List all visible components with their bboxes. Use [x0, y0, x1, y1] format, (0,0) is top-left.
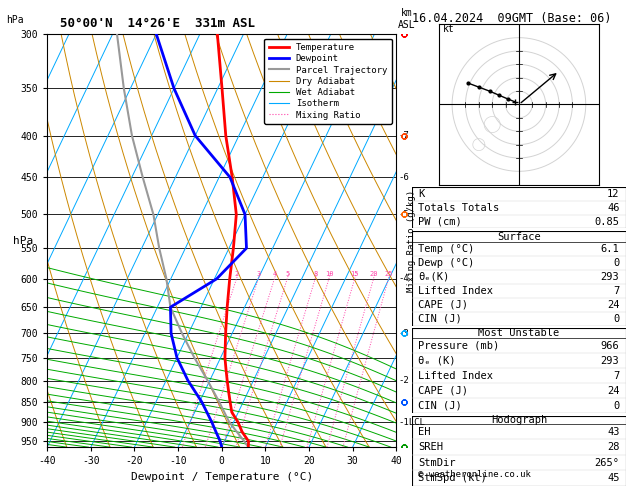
Text: -2: -2: [398, 376, 409, 385]
Text: 20: 20: [369, 271, 378, 277]
X-axis label: Dewpoint / Temperature (°C): Dewpoint / Temperature (°C): [131, 472, 313, 482]
Text: PW (cm): PW (cm): [418, 217, 462, 226]
Text: SREH: SREH: [418, 442, 443, 452]
Text: hPa: hPa: [6, 15, 24, 25]
Text: 24: 24: [607, 300, 620, 310]
Text: Totals Totals: Totals Totals: [418, 203, 499, 213]
Text: 0.85: 0.85: [594, 217, 620, 226]
Text: 966: 966: [601, 341, 620, 351]
Text: -1LCL: -1LCL: [398, 417, 425, 427]
Text: 0: 0: [613, 400, 620, 411]
Text: 28: 28: [607, 442, 620, 452]
Text: CAPE (J): CAPE (J): [418, 300, 469, 310]
Text: -7: -7: [398, 131, 409, 140]
Text: 16.04.2024  09GMT (Base: 06): 16.04.2024 09GMT (Base: 06): [412, 12, 611, 25]
Text: 293: 293: [601, 272, 620, 282]
Text: Surface: Surface: [497, 231, 541, 242]
Text: 7: 7: [613, 371, 620, 381]
Text: StmSpd (kt): StmSpd (kt): [418, 473, 487, 483]
Text: 6.1: 6.1: [601, 244, 620, 254]
Text: Mixing Ratio (g/kg): Mixing Ratio (g/kg): [407, 190, 416, 292]
Text: 4: 4: [272, 271, 277, 277]
Text: -6: -6: [398, 173, 409, 182]
Text: Lifted Index: Lifted Index: [418, 371, 493, 381]
Legend: Temperature, Dewpoint, Parcel Trajectory, Dry Adiabat, Wet Adiabat, Isotherm, Mi: Temperature, Dewpoint, Parcel Trajectory…: [264, 38, 392, 124]
Text: Lifted Index: Lifted Index: [418, 286, 493, 296]
Text: © weatheronline.co.uk: © weatheronline.co.uk: [418, 469, 531, 479]
Text: CIN (J): CIN (J): [418, 313, 462, 324]
Text: CIN (J): CIN (J): [418, 400, 462, 411]
Text: 0: 0: [613, 258, 620, 268]
Text: θₑ(K): θₑ(K): [418, 272, 450, 282]
Text: 8: 8: [313, 271, 317, 277]
Text: -5: -5: [398, 210, 409, 219]
Text: 50°00'N  14°26'E  331m ASL: 50°00'N 14°26'E 331m ASL: [60, 17, 255, 30]
Text: Pressure (mb): Pressure (mb): [418, 341, 499, 351]
Text: 7: 7: [613, 286, 620, 296]
Text: 5: 5: [285, 271, 289, 277]
Text: Most Unstable: Most Unstable: [478, 328, 560, 338]
Text: 0: 0: [613, 313, 620, 324]
Text: 15: 15: [350, 271, 359, 277]
Text: 3: 3: [256, 271, 260, 277]
Text: 45: 45: [607, 473, 620, 483]
Text: kt: kt: [443, 24, 455, 35]
Text: -3: -3: [398, 329, 409, 338]
Text: 12: 12: [607, 189, 620, 199]
Text: 2: 2: [235, 271, 238, 277]
Text: 43: 43: [607, 427, 620, 437]
Text: 10: 10: [325, 271, 333, 277]
Text: Hodograph: Hodograph: [491, 415, 547, 425]
Text: 46: 46: [607, 203, 620, 213]
Text: CAPE (J): CAPE (J): [418, 386, 469, 396]
Text: θₑ (K): θₑ (K): [418, 356, 456, 365]
Text: hPa: hPa: [13, 236, 33, 245]
Text: 24: 24: [607, 386, 620, 396]
Text: 265°: 265°: [594, 458, 620, 468]
Text: K: K: [418, 189, 425, 199]
Text: -4: -4: [398, 275, 409, 283]
Text: StmDir: StmDir: [418, 458, 456, 468]
Text: Temp (°C): Temp (°C): [418, 244, 475, 254]
Text: 293: 293: [601, 356, 620, 365]
Text: 25: 25: [384, 271, 392, 277]
Text: Dewp (°C): Dewp (°C): [418, 258, 475, 268]
Text: EH: EH: [418, 427, 431, 437]
Text: km
ASL: km ASL: [398, 8, 416, 30]
